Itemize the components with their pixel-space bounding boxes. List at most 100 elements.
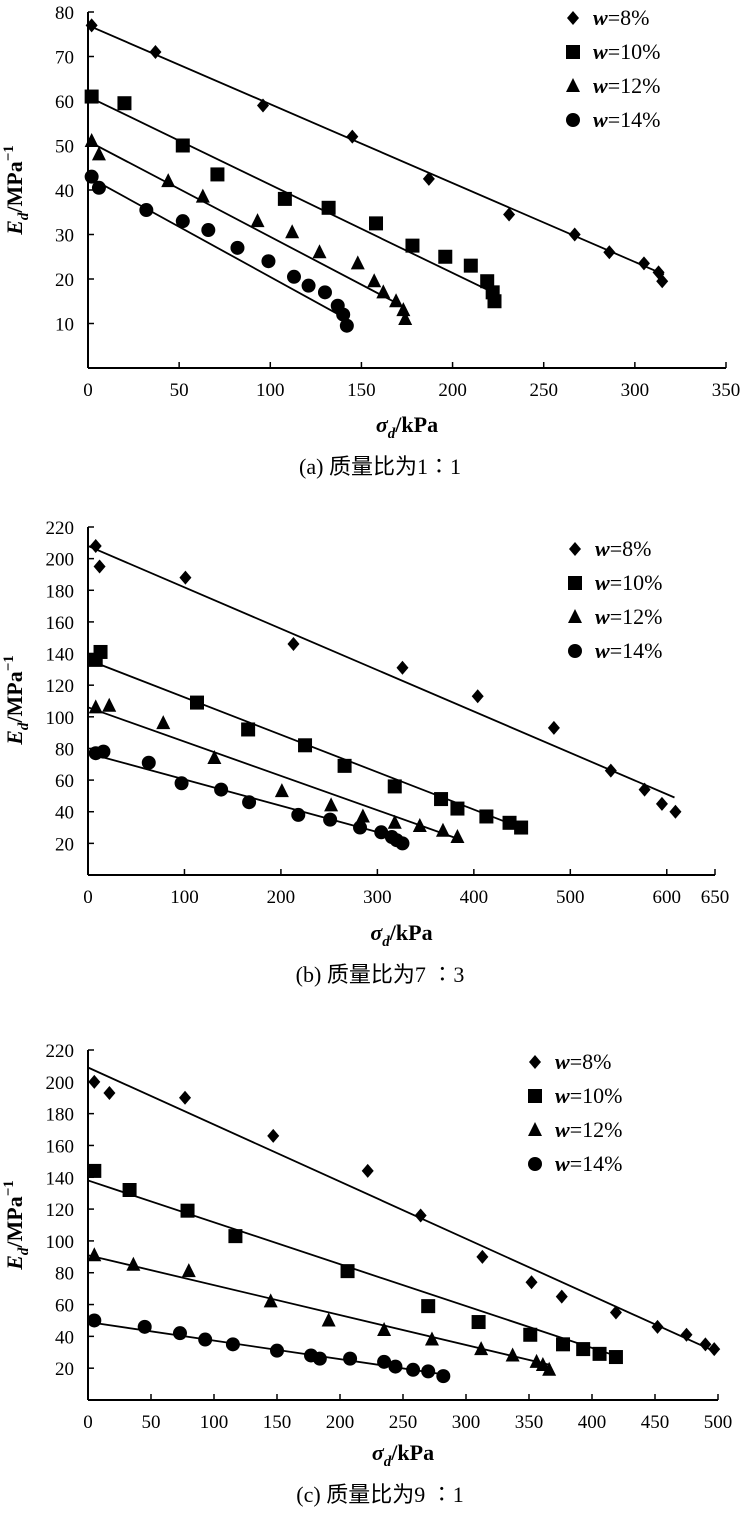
data-point bbox=[376, 284, 391, 299]
x-axis-label: σd/kPa bbox=[370, 920, 432, 950]
panel-caption: (c) 质量比为9 ∶1 bbox=[296, 1482, 463, 1507]
data-point bbox=[637, 256, 650, 271]
legend-label: w=8% bbox=[555, 1049, 611, 1074]
y-tick-label: 100 bbox=[46, 708, 75, 729]
legend-label: w=14% bbox=[555, 1151, 622, 1176]
data-point bbox=[479, 809, 494, 824]
data-point bbox=[324, 797, 339, 812]
data-point bbox=[421, 1364, 436, 1379]
legend-marker bbox=[528, 1122, 542, 1136]
y-tick-label: 20 bbox=[55, 1359, 74, 1380]
data-point bbox=[388, 1359, 403, 1374]
series-w=14% bbox=[84, 169, 354, 333]
data-point bbox=[321, 200, 336, 215]
x-tick-label: 400 bbox=[578, 1412, 607, 1433]
fit-line bbox=[87, 24, 665, 276]
x-tick-label: 0 bbox=[83, 380, 93, 401]
data-point bbox=[88, 699, 103, 714]
data-point bbox=[250, 213, 265, 228]
data-point bbox=[412, 817, 427, 832]
data-point bbox=[93, 559, 106, 574]
data-point bbox=[149, 45, 162, 60]
y-tick-label: 40 bbox=[55, 181, 74, 202]
data-point bbox=[291, 807, 306, 822]
legend-marker bbox=[566, 78, 580, 92]
data-point bbox=[395, 836, 410, 851]
data-point bbox=[340, 1264, 355, 1279]
series-w=10% bbox=[87, 644, 529, 835]
data-point bbox=[555, 1289, 568, 1304]
data-point bbox=[87, 1163, 102, 1178]
data-point bbox=[708, 1342, 721, 1357]
data-point bbox=[180, 1203, 195, 1218]
y-tick-label: 80 bbox=[55, 3, 74, 24]
data-point bbox=[556, 1337, 571, 1352]
legend-marker bbox=[528, 1157, 542, 1171]
y-tick-label: 20 bbox=[55, 270, 74, 291]
series-w=10% bbox=[87, 1163, 623, 1365]
data-point bbox=[638, 782, 651, 797]
legend: w=8% w=10% w=12% w=14% bbox=[566, 5, 660, 132]
x-tick-label: 250 bbox=[529, 380, 558, 401]
data-point bbox=[576, 1342, 591, 1357]
data-point bbox=[277, 191, 292, 206]
series-w=8% bbox=[85, 18, 669, 289]
data-point bbox=[312, 1351, 327, 1366]
data-point bbox=[172, 1326, 187, 1341]
series-w=8% bbox=[87, 1066, 721, 1357]
y-tick-label: 180 bbox=[46, 581, 75, 602]
y-tick-label: 10 bbox=[55, 315, 74, 336]
data-point bbox=[474, 1341, 489, 1356]
data-point bbox=[225, 1337, 240, 1352]
fit-line bbox=[87, 752, 402, 840]
x-tick-label: 300 bbox=[621, 380, 650, 401]
data-point bbox=[476, 1249, 489, 1264]
legend-label: w=12% bbox=[595, 604, 662, 629]
legend-label: w=14% bbox=[595, 638, 662, 663]
data-point bbox=[387, 779, 402, 794]
legend-label: w=10% bbox=[593, 39, 660, 64]
y-tick-label: 160 bbox=[46, 1136, 75, 1157]
data-point bbox=[256, 98, 269, 113]
data-point bbox=[424, 1331, 439, 1346]
legend-label: w=14% bbox=[593, 107, 660, 132]
data-point bbox=[175, 214, 190, 229]
legend-label: w=8% bbox=[595, 536, 651, 561]
data-point bbox=[361, 1163, 374, 1178]
data-point bbox=[406, 1362, 421, 1377]
legend-label: w=10% bbox=[555, 1083, 622, 1108]
data-point bbox=[190, 695, 205, 710]
data-point bbox=[405, 238, 420, 253]
y-tick-label: 20 bbox=[55, 834, 74, 855]
data-point bbox=[312, 244, 327, 259]
data-point bbox=[336, 307, 351, 322]
y-tick-label: 200 bbox=[46, 1073, 75, 1094]
data-point bbox=[174, 776, 189, 791]
data-point bbox=[396, 302, 411, 317]
y-axis-label: Ed/MPa−1 bbox=[1, 145, 32, 236]
data-point bbox=[317, 285, 332, 300]
data-point bbox=[463, 258, 478, 273]
data-point bbox=[89, 538, 102, 553]
data-point bbox=[514, 820, 529, 835]
y-tick-label: 60 bbox=[55, 1296, 74, 1317]
data-point bbox=[609, 1305, 622, 1320]
data-point bbox=[377, 1322, 392, 1336]
x-tick-label: 300 bbox=[363, 887, 392, 908]
legend-marker bbox=[568, 644, 582, 658]
data-point bbox=[421, 1299, 436, 1314]
legend: w=8% w=10% w=12% w=14% bbox=[528, 1049, 622, 1176]
data-point bbox=[117, 96, 132, 111]
data-point bbox=[436, 1369, 451, 1384]
data-point bbox=[487, 294, 502, 309]
x-axis-label: σd/kPa bbox=[372, 1440, 434, 1470]
data-point bbox=[396, 660, 409, 675]
data-point bbox=[286, 269, 301, 284]
data-point bbox=[471, 689, 484, 704]
data-point bbox=[568, 227, 581, 242]
data-point bbox=[699, 1337, 712, 1352]
fit-line bbox=[87, 706, 458, 840]
y-tick-label: 220 bbox=[46, 1041, 75, 1062]
x-tick-label: 200 bbox=[438, 380, 467, 401]
data-point bbox=[369, 216, 384, 231]
